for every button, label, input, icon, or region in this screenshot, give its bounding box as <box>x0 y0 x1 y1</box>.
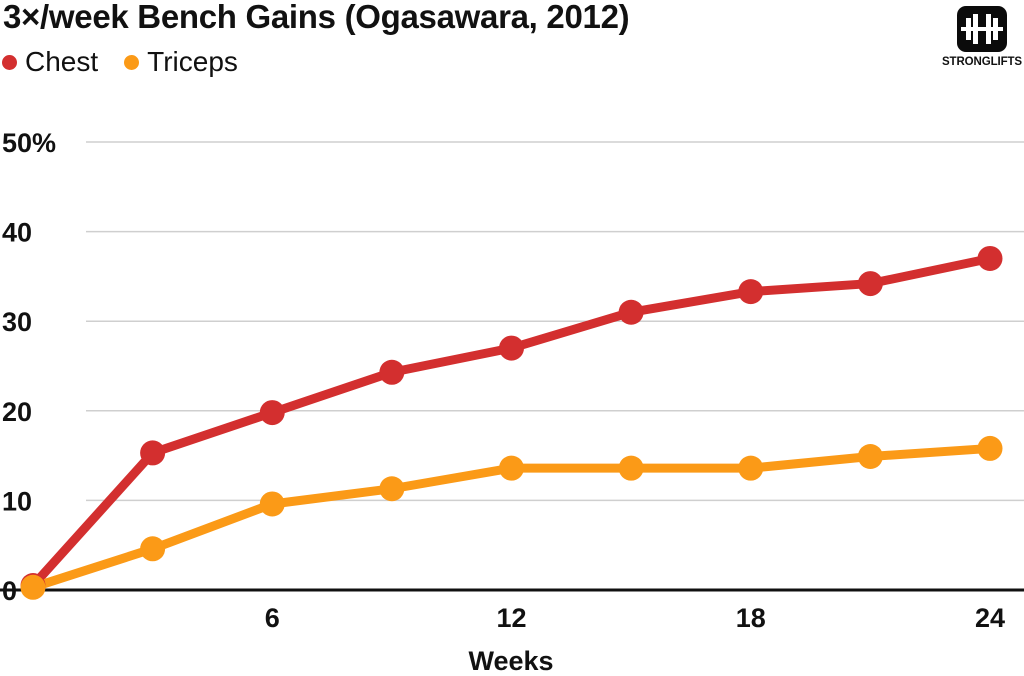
legend-label-chest: Chest <box>25 46 99 77</box>
y-tick-label-0: 0 <box>2 576 17 606</box>
y-tick-label-20: 20 <box>2 397 32 427</box>
x-axis-ticks: 6 12 18 24 <box>265 603 1005 633</box>
data-point-triceps-week-0 <box>20 574 46 600</box>
data-point-triceps-week-3 <box>140 536 166 562</box>
legend: Chest Triceps <box>2 46 264 78</box>
legend-item-triceps: Triceps <box>124 46 238 78</box>
legend-label-triceps: Triceps <box>147 46 238 77</box>
legend-swatch-triceps <box>124 54 140 70</box>
data-point-triceps-week-24 <box>977 435 1003 461</box>
x-tick-label-18: 18 <box>736 603 766 633</box>
data-point-triceps-week-18 <box>738 455 764 481</box>
y-tick-label-10: 10 <box>2 486 32 516</box>
y-axis-ticks: 0 10 20 30 40 50% <box>2 128 56 606</box>
legend-swatch-chest <box>2 54 17 70</box>
y-tick-label-50: 50% <box>2 128 56 158</box>
data-point-chest-week-12 <box>499 335 524 361</box>
y-tick-label-30: 30 <box>2 307 32 337</box>
data-point-triceps-week-15 <box>618 455 644 481</box>
series-lines <box>20 245 1003 600</box>
data-point-chest-week-9 <box>379 359 405 385</box>
data-point-triceps-week-12 <box>499 455 524 481</box>
x-tick-label-12: 12 <box>496 603 526 633</box>
data-point-triceps-week-6 <box>259 491 285 517</box>
x-axis-title: Weeks <box>468 646 553 676</box>
data-point-chest-week-6 <box>259 400 285 426</box>
data-point-chest-week-3 <box>140 440 166 466</box>
x-tick-label-24: 24 <box>975 603 1005 633</box>
logo-text: STRONGLIFTS <box>941 56 1023 68</box>
data-point-triceps-week-21 <box>857 443 883 469</box>
data-point-chest-week-18 <box>738 279 764 305</box>
legend-item-chest: Chest <box>2 46 98 78</box>
data-point-triceps-week-9 <box>379 476 405 502</box>
barbell-plates-icon <box>957 6 1007 52</box>
data-point-chest-week-24 <box>977 245 1003 271</box>
gridlines <box>0 141 1024 592</box>
data-point-chest-week-21 <box>857 271 883 297</box>
data-point-chest-week-15 <box>618 299 644 325</box>
x-tick-label-6: 6 <box>265 603 280 633</box>
y-tick-label-40: 40 <box>2 218 32 248</box>
chart-title: 3×/week Bench Gains (Ogasawara, 2012) <box>3 0 630 35</box>
stronglifts-logo: STRONGLIFTS <box>942 6 1022 70</box>
